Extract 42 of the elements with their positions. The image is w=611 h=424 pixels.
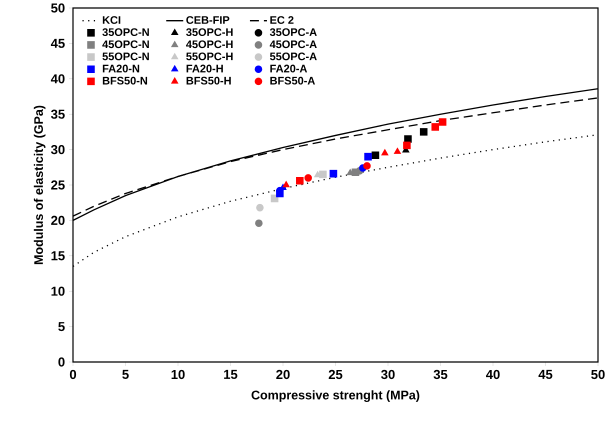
legend-label: 55OPC-H xyxy=(186,52,233,60)
x-tick-label: 35 xyxy=(434,370,448,380)
legend-label: 45OPC-H xyxy=(186,40,233,48)
y-axis-title: Modulus of elasticity (GPa) xyxy=(34,106,46,264)
legend-label: BFS50-N xyxy=(102,76,148,85)
legend-label: 35OPC-N xyxy=(102,28,149,36)
legend-label: BFS50-H xyxy=(186,76,231,85)
legend-label: 35OPC-H xyxy=(186,28,233,36)
legend-label: FA20-A xyxy=(270,64,308,72)
legend-label: 55OPC-N xyxy=(102,52,149,60)
x-tick-label: 20 xyxy=(276,370,290,380)
y-tick-label: 20 xyxy=(51,216,65,225)
y-tick-label: 10 xyxy=(52,286,65,296)
x-tick-label: 5 xyxy=(122,370,129,379)
legend-label: BFS50-A xyxy=(270,76,315,85)
y-tick-label: 35 xyxy=(50,110,65,119)
y-tick-label: 25 xyxy=(51,180,65,190)
x-tick-label: 15 xyxy=(224,370,238,379)
x-tick-label: 0 xyxy=(70,370,76,380)
x-tick-label: 30 xyxy=(381,370,395,380)
x-axis-title: Compressive strenght (MPa) xyxy=(252,390,420,402)
x-tick-label: 45 xyxy=(538,370,552,379)
x-tick-label: 25 xyxy=(328,370,342,380)
legend-label: 55OPC-A xyxy=(270,52,317,60)
y-tick-label: 40 xyxy=(50,74,65,84)
legend-label: EC 2 xyxy=(270,16,294,24)
x-tick-label: 50 xyxy=(591,370,605,380)
y-tick-label: 5 xyxy=(58,322,65,332)
y-tick-label: 15 xyxy=(52,251,65,260)
legend-label: FA20-N xyxy=(102,64,140,72)
x-tick-label: 40 xyxy=(486,370,500,380)
legend-label: 45OPC-A xyxy=(270,40,317,48)
x-tick-label: 10 xyxy=(172,370,185,380)
y-tick-label: 50 xyxy=(51,3,65,13)
y-tick-label: 45 xyxy=(50,38,65,48)
legend-label: 35OPC-A xyxy=(270,28,317,36)
y-tick-label: 0 xyxy=(58,357,65,367)
legend-label: KCI xyxy=(102,16,120,24)
legend-label: 45OPC-N xyxy=(102,40,149,48)
legend-label: CEB-FIP xyxy=(186,16,230,24)
legend-label: FA20-H xyxy=(186,64,223,72)
y-tick-label: 30 xyxy=(50,145,65,154)
